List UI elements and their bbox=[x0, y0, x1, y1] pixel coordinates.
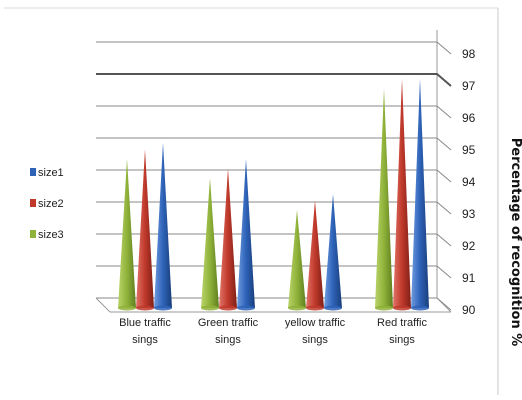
legend-swatch-size1 bbox=[30, 168, 36, 176]
cone-size2-0 bbox=[136, 149, 154, 308]
gridlines bbox=[96, 41, 452, 311]
legend-swatch-size3 bbox=[30, 230, 36, 238]
y-axis-title: Percentage of recognition % bbox=[508, 138, 522, 347]
x-category-label: yellow traffic bbox=[285, 317, 346, 329]
y-tick-label: 93 bbox=[462, 207, 476, 221]
x-category-label: sings bbox=[215, 334, 241, 346]
y-tick-label: 92 bbox=[462, 239, 476, 253]
floor-left-edge bbox=[95, 297, 111, 313]
x-axis-categories: Blue traffic sings Green traffic sings yello… bbox=[119, 317, 427, 346]
y-tick-label: 96 bbox=[462, 111, 476, 125]
cone-size3-2 bbox=[288, 210, 306, 308]
cone-size2-2 bbox=[306, 200, 324, 308]
cone-base-size2-2 bbox=[306, 305, 324, 311]
cone-base-size3-3 bbox=[375, 305, 393, 311]
cone-base-size3-2 bbox=[288, 305, 306, 311]
cone-base-size3-1 bbox=[201, 305, 219, 311]
cone-size1-1 bbox=[237, 158, 255, 308]
cone-base-size1-0 bbox=[154, 305, 172, 311]
gridline bbox=[96, 105, 452, 119]
chart-frame bbox=[4, 7, 499, 395]
cone-base-size2-1 bbox=[219, 305, 237, 311]
cone-size1-2 bbox=[324, 194, 342, 308]
cone-base-size3-0 bbox=[118, 305, 136, 311]
x-category-label: sings bbox=[132, 334, 158, 346]
y-tick-label: 97 bbox=[462, 79, 476, 93]
y-tick-label: 90 bbox=[462, 303, 476, 317]
legend-label-size2: size2 bbox=[38, 198, 64, 210]
gridline bbox=[96, 169, 452, 183]
x-category-label: Red traffic bbox=[377, 317, 427, 329]
legend-swatch-size2 bbox=[30, 199, 36, 207]
legend: size1 size2 size3 bbox=[30, 167, 64, 241]
y-tick-label: 91 bbox=[462, 271, 476, 285]
cone-base-size1-1 bbox=[237, 305, 255, 311]
y-tick-label: 95 bbox=[462, 143, 476, 157]
x-category-label: sings bbox=[389, 334, 415, 346]
y-axis-ticks: 90 91 92 93 94 95 96 97 98 bbox=[462, 47, 476, 317]
x-category-label: Green traffic bbox=[198, 317, 259, 329]
plot-area bbox=[118, 78, 429, 311]
x-category-label: Blue traffic bbox=[119, 317, 171, 329]
cone-base-size2-3 bbox=[393, 305, 411, 311]
cone-size3-1 bbox=[201, 178, 219, 308]
cone-size1-0 bbox=[154, 142, 172, 308]
legend-label-size3: size3 bbox=[38, 229, 64, 241]
legend-label-size1: size1 bbox=[38, 167, 64, 179]
cone-base-size1-3 bbox=[411, 305, 429, 311]
cone-size3-0 bbox=[118, 158, 136, 308]
cone-size1-3 bbox=[411, 78, 429, 308]
gridline bbox=[96, 73, 452, 87]
gridline bbox=[96, 137, 452, 151]
cone-base-size1-2 bbox=[324, 305, 342, 311]
y-tick-label: 98 bbox=[462, 47, 476, 61]
cone-size2-3 bbox=[393, 78, 411, 308]
x-category-label: sings bbox=[302, 334, 328, 346]
cone-size2-1 bbox=[219, 168, 237, 308]
y-tick-label: 94 bbox=[462, 175, 476, 189]
cone-base-size2-0 bbox=[136, 305, 154, 311]
cone-size3-3 bbox=[375, 88, 393, 309]
gridline bbox=[96, 41, 452, 55]
